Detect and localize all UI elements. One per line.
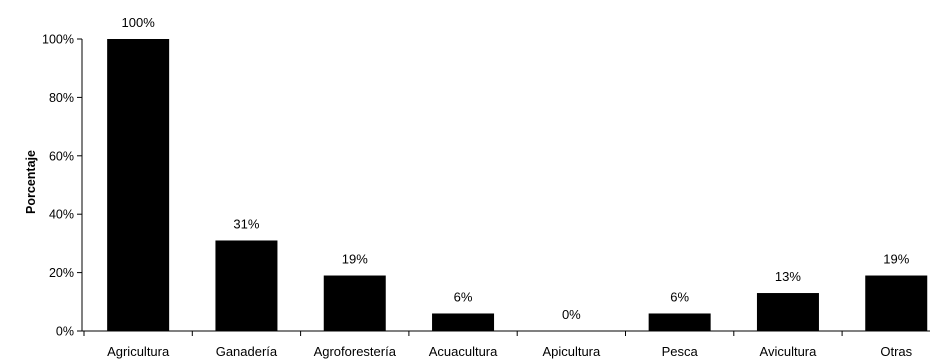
bar: [648, 313, 711, 331]
bars: 100% 31% 19% 6% 0% 6% 13% 19%: [107, 15, 928, 331]
bar: [323, 275, 386, 331]
y-tick-label: 0%: [56, 325, 74, 339]
y-tick-label: 100%: [42, 33, 74, 47]
x-axis: Agricultura Ganadería Agroforestería Acuacu…: [82, 330, 930, 359]
x-category-label: Pesca: [662, 344, 699, 359]
bar: [432, 313, 495, 331]
x-category-label: Acuacultura: [429, 344, 498, 359]
x-category-label: Agroforestería: [314, 344, 397, 359]
y-tick-label: 80%: [49, 91, 74, 105]
x-category-label: Apicultura: [542, 344, 601, 359]
bar: [107, 39, 170, 331]
data-label: 13%: [775, 269, 801, 284]
x-category-label: Avicultura: [760, 344, 818, 359]
data-label: 31%: [233, 216, 259, 231]
y-tick-label: 40%: [49, 208, 74, 222]
data-label: 19%: [883, 252, 909, 267]
x-category-label: Agricultura: [107, 344, 170, 359]
bar: [865, 275, 928, 331]
bar: [215, 240, 278, 331]
data-label: 6%: [670, 289, 689, 304]
bar: [756, 293, 819, 331]
x-category-label: Ganadería: [216, 344, 278, 359]
data-label: 19%: [342, 252, 368, 267]
data-label: 100%: [122, 15, 156, 30]
y-axis: 0% 20% 40% 60% 80% 100%: [42, 33, 83, 339]
data-label: 6%: [454, 289, 473, 304]
y-tick-label: 20%: [49, 266, 74, 280]
data-label: 0%: [562, 307, 581, 322]
y-axis-title: Porcentaje: [24, 150, 38, 214]
y-tick-label: 60%: [49, 149, 74, 163]
x-category-label: Otras: [880, 344, 912, 359]
